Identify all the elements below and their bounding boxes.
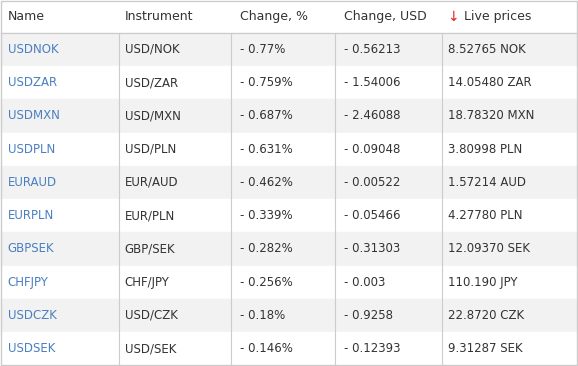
- Text: - 0.282%: - 0.282%: [240, 242, 292, 255]
- Text: USDMXN: USDMXN: [8, 109, 60, 122]
- Text: - 0.05466: - 0.05466: [344, 209, 401, 222]
- Text: USDCZK: USDCZK: [8, 309, 57, 322]
- Bar: [1, 332, 577, 365]
- Text: - 0.12393: - 0.12393: [344, 342, 401, 355]
- Text: USDSEK: USDSEK: [8, 342, 55, 355]
- Text: CHF/JPY: CHF/JPY: [125, 276, 169, 289]
- Text: - 0.18%: - 0.18%: [240, 309, 285, 322]
- Text: 9.31287 SEK: 9.31287 SEK: [447, 342, 522, 355]
- Text: ↓: ↓: [447, 10, 464, 24]
- Text: Live prices: Live prices: [464, 10, 531, 23]
- Bar: [1, 33, 577, 66]
- Text: - 0.687%: - 0.687%: [240, 109, 292, 122]
- Text: - 1.54006: - 1.54006: [344, 76, 401, 89]
- Text: Instrument: Instrument: [125, 10, 193, 23]
- Text: - 0.00522: - 0.00522: [344, 176, 400, 189]
- Bar: [1, 199, 577, 232]
- Text: - 0.9258: - 0.9258: [344, 309, 393, 322]
- Text: EURPLN: EURPLN: [8, 209, 54, 222]
- Text: - 0.31303: - 0.31303: [344, 242, 400, 255]
- Text: 14.05480 ZAR: 14.05480 ZAR: [447, 76, 531, 89]
- Text: Name: Name: [8, 10, 45, 23]
- Bar: [1, 99, 577, 132]
- Text: USDPLN: USDPLN: [8, 143, 55, 156]
- Text: USD/PLN: USD/PLN: [125, 143, 176, 156]
- Text: - 0.56213: - 0.56213: [344, 43, 401, 56]
- Text: 110.190 JPY: 110.190 JPY: [447, 276, 517, 289]
- Bar: [1, 1, 577, 33]
- Text: EURAUD: EURAUD: [8, 176, 57, 189]
- Text: 22.8720 CZK: 22.8720 CZK: [447, 309, 524, 322]
- Text: GBP/SEK: GBP/SEK: [125, 242, 175, 255]
- Text: GBPSEK: GBPSEK: [8, 242, 54, 255]
- Bar: [1, 66, 577, 99]
- Text: - 0.759%: - 0.759%: [240, 76, 292, 89]
- Text: 4.27780 PLN: 4.27780 PLN: [447, 209, 522, 222]
- Text: - 0.462%: - 0.462%: [240, 176, 293, 189]
- Bar: [1, 166, 577, 199]
- Bar: [1, 266, 577, 299]
- Text: - 0.09048: - 0.09048: [344, 143, 400, 156]
- Text: USD/ZAR: USD/ZAR: [125, 76, 178, 89]
- Text: USDNOK: USDNOK: [8, 43, 58, 56]
- Text: 1.57214 AUD: 1.57214 AUD: [447, 176, 525, 189]
- Text: USD/MXN: USD/MXN: [125, 109, 180, 122]
- Text: USDZAR: USDZAR: [8, 76, 57, 89]
- Text: USD/SEK: USD/SEK: [125, 342, 176, 355]
- Text: - 2.46088: - 2.46088: [344, 109, 401, 122]
- Bar: [1, 232, 577, 266]
- Text: - 0.003: - 0.003: [344, 276, 385, 289]
- Text: - 0.146%: - 0.146%: [240, 342, 293, 355]
- Text: Change, USD: Change, USD: [344, 10, 427, 23]
- Text: USD/NOK: USD/NOK: [125, 43, 179, 56]
- Bar: [1, 299, 577, 332]
- Text: Change, %: Change, %: [240, 10, 308, 23]
- Text: - 0.77%: - 0.77%: [240, 43, 286, 56]
- Text: 8.52765 NOK: 8.52765 NOK: [447, 43, 525, 56]
- Text: EUR/PLN: EUR/PLN: [125, 209, 175, 222]
- Text: 18.78320 MXN: 18.78320 MXN: [447, 109, 534, 122]
- Text: - 0.631%: - 0.631%: [240, 143, 292, 156]
- Bar: [1, 132, 577, 166]
- Text: - 0.256%: - 0.256%: [240, 276, 292, 289]
- Text: 12.09370 SEK: 12.09370 SEK: [447, 242, 529, 255]
- Text: EUR/AUD: EUR/AUD: [125, 176, 178, 189]
- Text: CHFJPY: CHFJPY: [8, 276, 49, 289]
- Text: USD/CZK: USD/CZK: [125, 309, 177, 322]
- Text: - 0.339%: - 0.339%: [240, 209, 292, 222]
- Text: 3.80998 PLN: 3.80998 PLN: [447, 143, 522, 156]
